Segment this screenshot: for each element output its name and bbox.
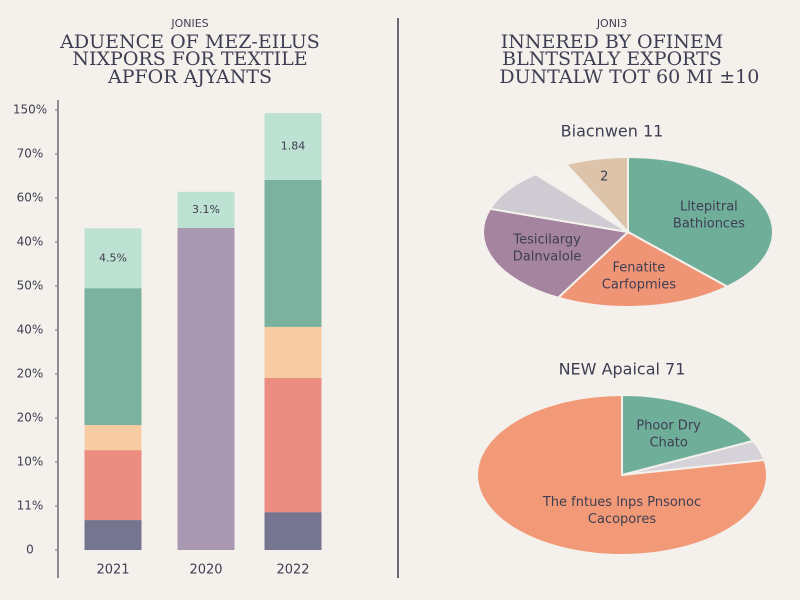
pie-slice bbox=[564, 155, 629, 235]
x-tick-label: 2022 bbox=[276, 563, 309, 578]
slice-label: Tesicilargy bbox=[512, 233, 581, 248]
pie-title: Biacnwen 11 bbox=[561, 122, 664, 141]
y-tick-label: 20% bbox=[17, 411, 44, 425]
bar-segment bbox=[84, 228, 142, 289]
title-line: BLNTSTALY EXPORTS bbox=[502, 48, 722, 70]
bar-label: 3.1% bbox=[192, 203, 220, 216]
y-tick-label: 20% bbox=[17, 367, 44, 381]
bar-label: 4.5% bbox=[99, 251, 127, 264]
bar-segment bbox=[264, 113, 322, 180]
kicker: JONI3 bbox=[596, 17, 627, 30]
bar-segment bbox=[84, 288, 142, 426]
pie-slice bbox=[488, 173, 629, 233]
title-highlight: 60 MI ±10 bbox=[656, 66, 759, 88]
kicker: JONIES bbox=[170, 17, 208, 30]
slice-label: Lltepitral bbox=[680, 199, 738, 214]
bar-segment bbox=[264, 377, 322, 513]
title-line: NIXPORS FOR TEXTILE bbox=[72, 48, 307, 70]
pie-slice bbox=[482, 207, 631, 299]
y-tick-label: 60% bbox=[17, 191, 44, 205]
slice-label: Carfopmies bbox=[602, 278, 676, 293]
bar-segment bbox=[84, 520, 142, 550]
bar-segment bbox=[177, 227, 235, 551]
slice-label: Bathionces bbox=[673, 216, 745, 231]
bar-segment bbox=[177, 191, 235, 228]
pie-slice bbox=[476, 393, 768, 556]
x-tick-label: 2021 bbox=[96, 563, 129, 578]
bar-label: 1.84 bbox=[281, 140, 306, 153]
y-tick-label: 50% bbox=[17, 279, 44, 293]
title-line: APFOR AJYANTS bbox=[107, 66, 272, 88]
bar-segment bbox=[264, 326, 322, 378]
pie-slice bbox=[556, 230, 730, 308]
pie-slice bbox=[621, 393, 755, 477]
y-tick-label: 40% bbox=[17, 235, 44, 249]
bar-segment bbox=[84, 450, 142, 521]
slice-label: Phoor Dry bbox=[636, 418, 701, 433]
y-tick-label: 11% bbox=[17, 499, 44, 513]
title-line: DUNTALW TOT bbox=[499, 66, 650, 88]
x-tick-label: 2020 bbox=[189, 563, 222, 578]
y-tick-label: 70% bbox=[17, 147, 44, 161]
slice-label: Cacopores bbox=[588, 512, 656, 527]
pie-slice bbox=[627, 155, 774, 288]
slice-label: The fntues lnps Pnsonoc bbox=[542, 495, 701, 510]
slice-label: Chato bbox=[649, 435, 687, 450]
bar-segment bbox=[264, 179, 322, 327]
title-line: INNERED BY OFINEM bbox=[501, 31, 724, 53]
y-tick-label: 150% bbox=[13, 103, 47, 117]
slice-label: Fenatite bbox=[613, 261, 666, 276]
title-line: ADUENCE OF MEZ-EILUS bbox=[59, 31, 320, 53]
slice-label: Dalnvalole bbox=[513, 250, 582, 265]
bar-segment bbox=[84, 425, 142, 451]
y-tick-label: 40% bbox=[17, 323, 44, 337]
pie-title: NEW Apaical 71 bbox=[559, 360, 686, 379]
y-tick-label: 0 bbox=[26, 543, 34, 557]
y-tick-label: 10% bbox=[17, 455, 44, 469]
bar-segment bbox=[264, 512, 322, 550]
slice-label: 2 bbox=[600, 170, 608, 185]
